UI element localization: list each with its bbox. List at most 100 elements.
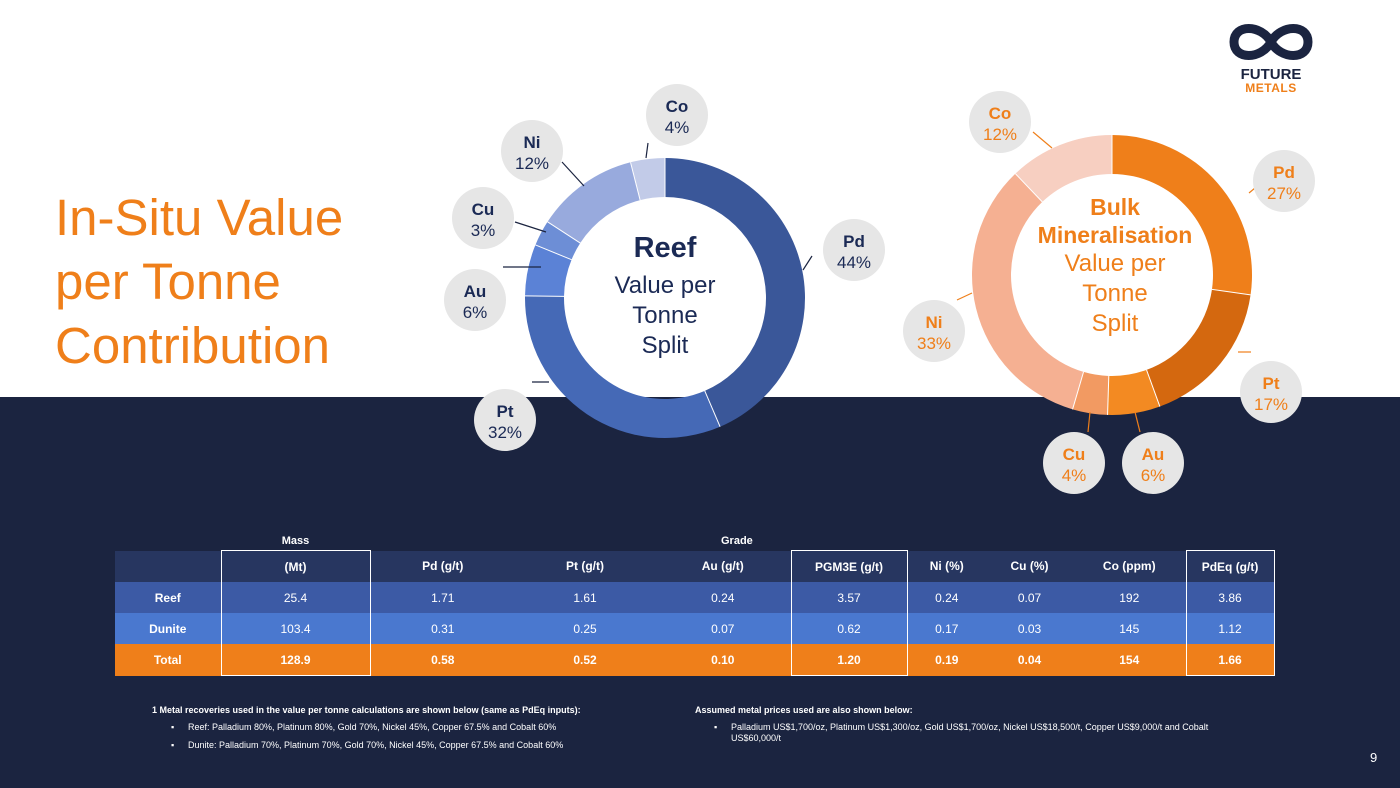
category-label: Pd [843,232,865,251]
table-cell: 0.25 [515,613,655,644]
column-header: Pd (g/t) [370,551,515,583]
table-row: Total 128.9 0.58 0.52 0.10 1.20 0.19 0.0… [115,644,1274,676]
center-subtitle: Tonne [1082,280,1147,307]
data-label: 6% [1141,466,1166,485]
table-cell: 0.19 [907,644,986,676]
leader-line [562,162,584,186]
table-cell: 0.24 [655,582,791,613]
group-header-grade: Grade [370,531,1274,551]
table-cell: 0.52 [515,644,655,676]
data-label: 6% [463,303,488,322]
leader-line [1088,412,1090,432]
center-subtitle: Value per [1065,250,1166,277]
table-cell: 1.71 [370,582,515,613]
slice-separator [525,296,564,297]
footnote-metal-prices: Assumed metal prices used are also shown… [695,705,1235,751]
table-cell: 0.31 [370,613,515,644]
column-header: PGM3E (g/t) [791,551,907,583]
group-header-spacer [115,531,221,551]
column-header [115,551,221,583]
column-header: Au (g/t) [655,551,791,583]
donut-charts: Reef Value per Tonne Split Pd 44% Pt 32% Au 6% Cu 3… [0,0,1400,520]
resource-grade-table: Mass Grade (Mt) Pd (g/t) Pt (g/t) Au (g/… [115,531,1275,676]
leader-line [803,256,812,270]
footnote-item: ▪ Reef: Palladium 80%, Platinum 80%, Gold… [188,722,652,733]
table-cell: 1.61 [515,582,655,613]
table-row: Reef 25.4 1.71 1.61 0.24 3.57 0.24 0.07 … [115,582,1274,613]
column-header: Ni (%) [907,551,986,583]
table-cell: 0.07 [655,613,791,644]
category-label: Pt [1263,374,1280,393]
center-title: Mineralisation [1038,222,1193,248]
table-header-row: (Mt) Pd (g/t) Pt (g/t) Au (g/t) PGM3E (g… [115,551,1274,583]
data-label: 3% [471,221,496,240]
data-label: 12% [515,154,549,173]
bullet-icon: ▪ [171,740,174,751]
table-cell: 25.4 [221,582,370,613]
column-header: PdEq (g/t) [1186,551,1274,583]
footnote-title: 1 Metal recoveries used in the value per… [152,705,652,715]
footnote-item: ▪ Palladium US$1,700/oz, Platinum US$1,30… [731,722,1235,744]
data-label: 27% [1267,184,1301,203]
row-label: Reef [115,582,221,613]
category-label: Co [989,104,1012,123]
table-cell: 0.17 [907,613,986,644]
column-header: Pt (g/t) [515,551,655,583]
page-number: 9 [1370,750,1377,765]
table-cell: 192 [1073,582,1186,613]
category-label: Cu [472,200,495,219]
table-group-header-row: Mass Grade [115,531,1274,551]
footnote-item: ▪ Dunite: Palladium 70%, Platinum 70%, Go… [188,740,652,751]
data-label: 44% [837,253,871,272]
leader-line [1135,412,1140,432]
category-label: Co [666,97,689,116]
center-subtitle: Tonne [632,302,697,329]
category-label: Ni [926,313,943,332]
leader-line [646,143,648,158]
leader-line [515,222,546,232]
leader-line [1033,132,1052,148]
table-row: Dunite 103.4 0.31 0.25 0.07 0.62 0.17 0.… [115,613,1274,644]
table-cell: 0.10 [655,644,791,676]
data-label: 33% [917,334,951,353]
column-header: Co (ppm) [1073,551,1186,583]
category-label: Ni [524,133,541,152]
footnote-title: Assumed metal prices used are also shown… [695,705,1235,715]
bullet-icon: ▪ [171,722,174,733]
center-title: Reef [634,232,697,264]
leader-line [957,293,972,300]
donut-slice-pt [1147,289,1251,406]
data-label: 12% [983,125,1017,144]
row-label: Total [115,644,221,676]
data-label: 32% [488,423,522,442]
data-label: 4% [665,118,690,137]
footnote-list: ▪ Palladium US$1,700/oz, Platinum US$1,30… [695,722,1235,744]
footnote-recoveries: 1 Metal recoveries used in the value per… [152,705,652,758]
column-header: (Mt) [221,551,370,583]
footnote-text: Palladium US$1,700/oz, Platinum US$1,300… [731,722,1208,743]
category-label: Pd [1273,163,1295,182]
table-cell: 0.24 [907,582,986,613]
table-cell: 3.86 [1186,582,1274,613]
data-label: 4% [1062,466,1087,485]
data-label: 17% [1254,395,1288,414]
center-subtitle: Split [642,332,689,359]
footnote-text: Reef: Palladium 80%, Platinum 80%, Gold … [188,722,556,732]
table-cell: 145 [1073,613,1186,644]
table-cell: 3.57 [791,582,907,613]
table-cell: 1.20 [791,644,907,676]
donut-slice-ni [972,174,1084,410]
table-cell: 0.62 [791,613,907,644]
category-label: Pt [497,402,514,421]
footnote-list: ▪ Reef: Palladium 80%, Platinum 80%, Gold… [152,722,652,751]
group-header-mass: Mass [221,531,370,551]
table-cell: 154 [1073,644,1186,676]
category-label: Au [464,282,487,301]
row-label: Dunite [115,613,221,644]
table-cell: 0.58 [370,644,515,676]
table-cell: 103.4 [221,613,370,644]
column-header: Cu (%) [986,551,1073,583]
center-subtitle: Value per [615,272,716,299]
table-cell: 0.04 [986,644,1073,676]
category-label: Au [1142,445,1165,464]
